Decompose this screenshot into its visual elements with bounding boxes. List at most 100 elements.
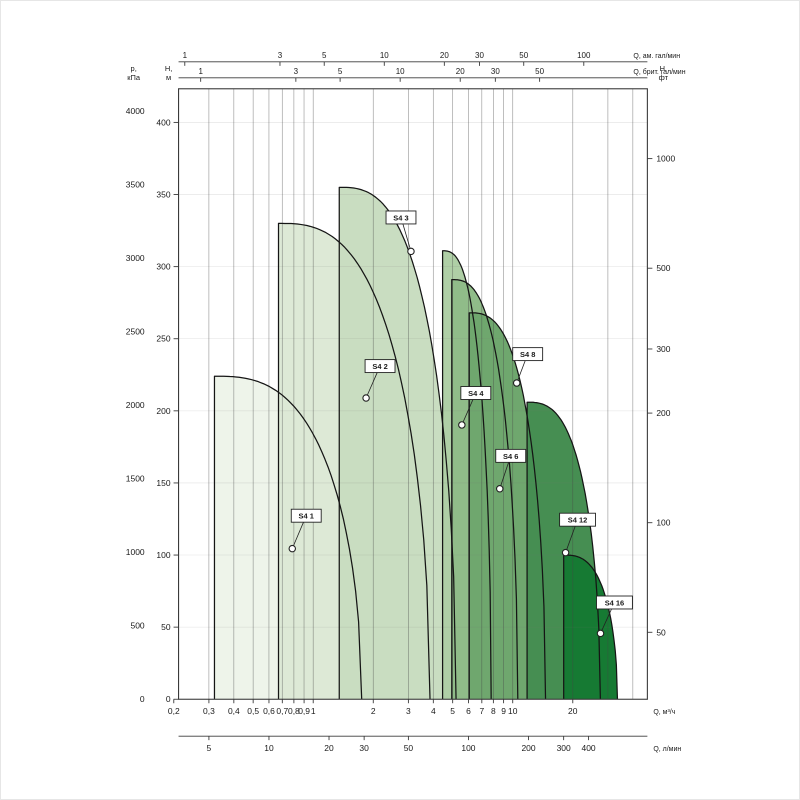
q-lmin-tick-label: 50 (404, 743, 414, 753)
q-us-gpm-tick-label: 5 (322, 51, 327, 60)
p-kpa-unit-label: p, (131, 64, 137, 73)
h-m-tick-label: 300 (156, 262, 170, 272)
q-lmin-tick-label: 5 (207, 743, 212, 753)
callout-dot-s4-4 (458, 421, 466, 429)
callout-dot-s4-6 (496, 485, 504, 493)
pump-envelope-outline-s4-1 (213, 375, 363, 700)
pump-label-box-s4-16 (596, 595, 633, 610)
q-m3h-tick-label: 5 (450, 706, 455, 716)
q-m3h-tick-label: 0,2 (168, 706, 180, 716)
pump-label-box-s4-8 (512, 347, 544, 362)
q-lmin-unit-label: Q, л/мин (653, 746, 681, 753)
q-lmin-tick-label: 300 (557, 743, 571, 753)
q-m3h-tick-label: 0,3 (203, 706, 215, 716)
callout-dot-s4-2 (362, 394, 370, 402)
q-lmin-tick-label: 10 (264, 743, 274, 753)
q-m3h-tick-label: 20 (568, 706, 578, 716)
h-m-unit-label: H, (165, 64, 172, 73)
q-uk-gpm-unit-label: Q, брит. гал/мин (633, 68, 685, 76)
p-kpa-tick-label: 1000 (126, 547, 145, 557)
pump-envelope-outline-s4-8 (468, 312, 547, 700)
p-kpa-unit-label: кПа (127, 73, 141, 82)
pump-label-s4-6: S4 6 (503, 452, 518, 461)
h-m-tick-label: 350 (156, 190, 170, 200)
h-ft-tick-label: 50 (656, 627, 666, 637)
callout-dot-s4-1 (288, 544, 297, 553)
p-kpa-tick-label: 3500 (126, 180, 145, 190)
q-lmin-tick-label: 200 (521, 743, 535, 753)
h-ft-tick-label: 1000 (656, 154, 675, 164)
q-us-gpm-tick-label: 30 (475, 51, 484, 60)
h-m-tick-label: 400 (156, 117, 170, 127)
q-us-gpm-tick-label: 100 (577, 51, 591, 60)
pump-label-box-s4-6 (495, 448, 527, 463)
pump-label-s4-16: S4 16 (605, 598, 625, 607)
pump-envelope-outline-s4-12 (526, 401, 602, 700)
callout-dot-s4-3 (407, 247, 415, 256)
q-m3h-tick-label: 0,7 (276, 706, 288, 716)
pump-label-s4-1: S4 1 (299, 512, 314, 521)
p-kpa-tick-label: 3000 (126, 253, 145, 263)
q-uk-gpm-tick-label: 1 (198, 67, 203, 76)
q-m3h-tick-label: 1 (311, 706, 316, 716)
q-us-gpm-tick-label: 10 (380, 51, 389, 60)
plot-frame (178, 88, 648, 700)
q-m3h-tick-label: 0,5 (247, 706, 259, 716)
q-us-gpm-tick-label: 1 (183, 51, 188, 60)
q-lmin-tick-label: 30 (359, 743, 369, 753)
p-kpa-tick-label: 2000 (126, 400, 145, 410)
q-lmin-tick-label: 100 (461, 743, 475, 753)
q-us-gpm-tick-label: 20 (440, 51, 449, 60)
q-uk-gpm-tick-label: 5 (338, 67, 343, 76)
q-us-gpm-unit-label: Q, ам. гал/мин (633, 53, 680, 60)
pump-label-s4-4: S4 4 (468, 389, 484, 398)
q-us-gpm-tick-label: 3 (278, 51, 283, 60)
pump-label-box-s4-3 (385, 210, 417, 225)
h-m-tick-label: 200 (156, 406, 170, 416)
p-kpa-tick-label: 2500 (126, 327, 145, 337)
h-ft-tick-label: 100 (656, 518, 670, 528)
q-uk-gpm-tick-label: 20 (456, 67, 465, 76)
pump-label-s4-8: S4 8 (520, 350, 535, 359)
p-kpa-tick-label: 500 (130, 621, 144, 631)
q-lmin-tick-label: 20 (324, 743, 334, 753)
q-uk-gpm-tick-label: 30 (491, 67, 500, 76)
h-ft-tick-label: 500 (656, 263, 670, 273)
h-m-tick-label: 0 (166, 694, 171, 704)
pump-envelope-outline-s4-6 (451, 278, 519, 700)
pump-label-s4-2: S4 2 (372, 362, 387, 371)
pump-envelope-outline-s4-2 (277, 222, 431, 700)
pump-label-box-s4-4 (460, 386, 492, 400)
q-uk-gpm-tick-label: 10 (396, 67, 405, 76)
p-kpa-tick-label: 4000 (126, 106, 145, 116)
q-m3h-tick-label: 0,4 (228, 706, 240, 716)
h-ft-tick-label: 200 (656, 408, 670, 418)
q-m3h-tick-label: 9 (501, 706, 506, 716)
q-m3h-tick-label: 10 (508, 706, 518, 716)
h-ft-unit-label: фт (659, 73, 669, 82)
callout-dot-s4-16 (596, 629, 605, 638)
pump-label-box-s4-12 (559, 512, 596, 527)
h-m-tick-label: 100 (156, 550, 170, 560)
pump-envelope-fill-s4-16 (563, 555, 618, 700)
callout-dot-s4-8 (512, 379, 521, 387)
pump-label-s4-3: S4 3 (393, 213, 408, 222)
q-m3h-tick-label: 8 (491, 706, 496, 716)
h-m-tick-label: 150 (156, 478, 170, 488)
h-m-unit-label: м (166, 73, 171, 82)
q-uk-gpm-tick-label: 50 (535, 67, 544, 76)
p-kpa-tick-label: 1500 (126, 474, 145, 484)
q-uk-gpm-tick-label: 3 (294, 67, 299, 76)
pump-label-s4-12: S4 12 (568, 516, 588, 525)
pump-envelope-fill-s4-3 (339, 187, 457, 700)
q-m3h-unit-label: Q, м³/ч (653, 709, 675, 716)
q-m3h-tick-label: 0,6 (263, 706, 275, 716)
h-ft-unit-label: H, (660, 64, 667, 73)
q-lmin-tick-label: 400 (581, 743, 595, 753)
q-m3h-tick-label: 0,8 (288, 706, 300, 716)
q-m3h-tick-label: 2 (371, 706, 376, 716)
pump-label-box-s4-2 (364, 359, 396, 374)
q-m3h-tick-label: 4 (431, 706, 436, 716)
